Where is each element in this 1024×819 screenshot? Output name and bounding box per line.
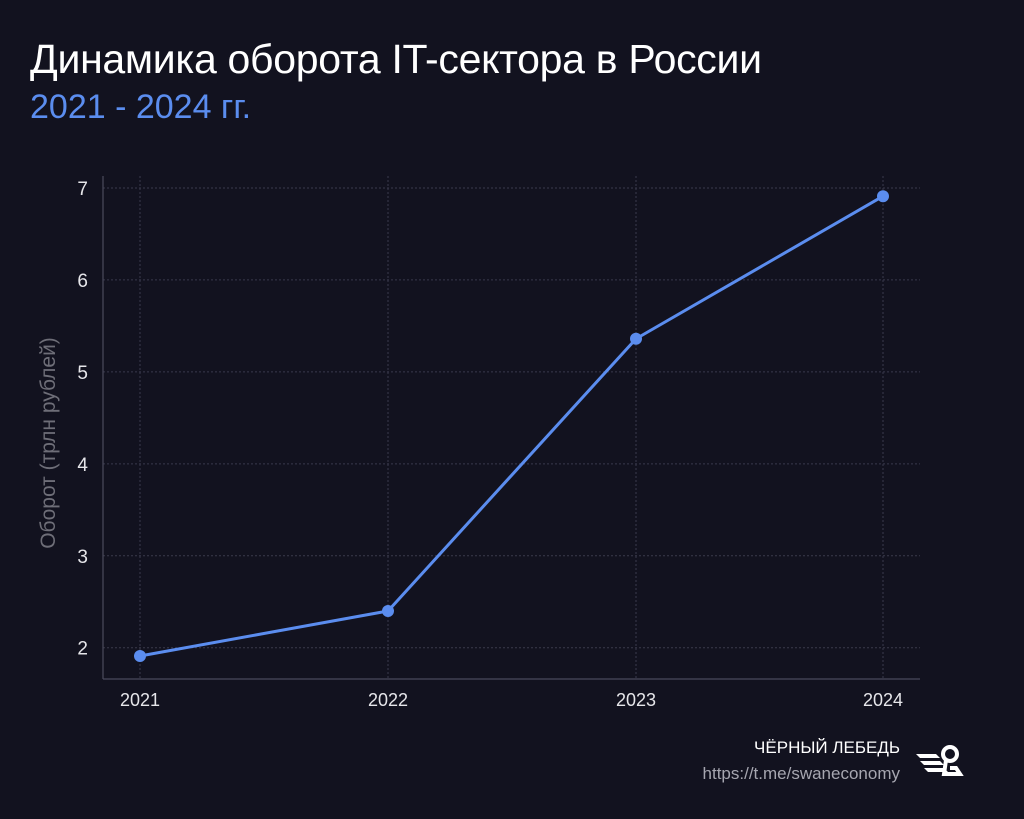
x-tick-label: 2021 xyxy=(120,690,160,710)
data-point xyxy=(134,650,146,663)
data-point xyxy=(630,332,642,345)
brand-name: ЧЁРНЫЙ ЛЕБЕДЬ xyxy=(754,738,900,757)
y-tick-label: 7 xyxy=(77,179,88,200)
chart-subtitle: 2021 - 2024 гг. xyxy=(30,88,252,126)
data-point xyxy=(382,604,394,617)
y-tick-label: 3 xyxy=(77,547,88,568)
y-tick-label: 6 xyxy=(77,271,88,292)
y-axis-label: Оборот (трлн рублей) xyxy=(37,337,60,549)
x-tick-label: 2024 xyxy=(863,690,903,710)
swan-logo-icon xyxy=(916,745,964,776)
x-tick-label: 2022 xyxy=(368,690,408,710)
chart-title: Динамика оборота IT-сектора в России xyxy=(30,36,762,82)
channel-link[interactable]: https://t.me/swaneconomy xyxy=(702,764,900,783)
x-tick-label: 2023 xyxy=(616,690,656,710)
data-point xyxy=(877,190,889,203)
y-tick-label: 5 xyxy=(77,363,88,384)
series-line xyxy=(139,194,884,658)
y-tick-label: 2 xyxy=(77,639,88,660)
y-tick-label: 4 xyxy=(77,455,88,476)
